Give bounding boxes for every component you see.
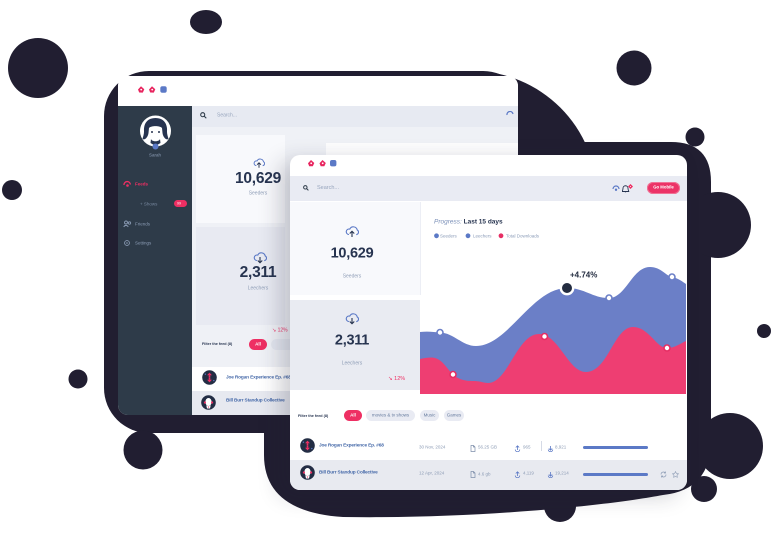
svg-text:+4.74%: +4.74% — [570, 271, 597, 280]
